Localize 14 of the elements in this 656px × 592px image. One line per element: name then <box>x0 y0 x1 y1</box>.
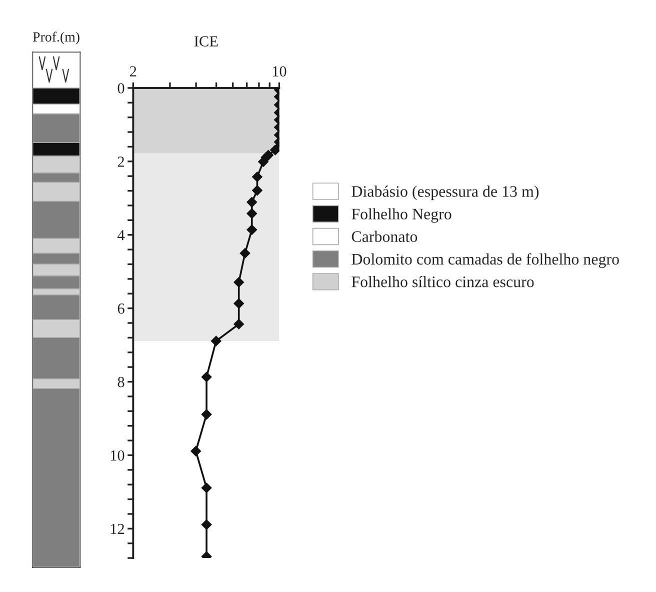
legend-label: Diabásio (espessura de 13 m) <box>352 186 539 200</box>
legend-label: Folhelho Negro <box>352 208 452 223</box>
legend-label: Folhelho síltico cinza escuro <box>352 276 534 288</box>
chart-title: Prof.(m) <box>32 32 80 44</box>
y-tick-label: 2 <box>118 156 124 167</box>
y-tick-label: 6 <box>118 303 124 314</box>
legend-label: Dolomito com camadas de folhelho negro <box>352 253 619 268</box>
x-axis-title: ICE <box>194 36 218 46</box>
y-tick-label: 8 <box>118 376 124 388</box>
y-tick-label: 0 <box>118 83 124 94</box>
y-tick-label: 10 <box>110 450 124 461</box>
y-tick-label: 4 <box>117 230 125 240</box>
y-tick-label: 12 <box>110 524 124 534</box>
legend-label: Carbonato <box>352 230 418 242</box>
